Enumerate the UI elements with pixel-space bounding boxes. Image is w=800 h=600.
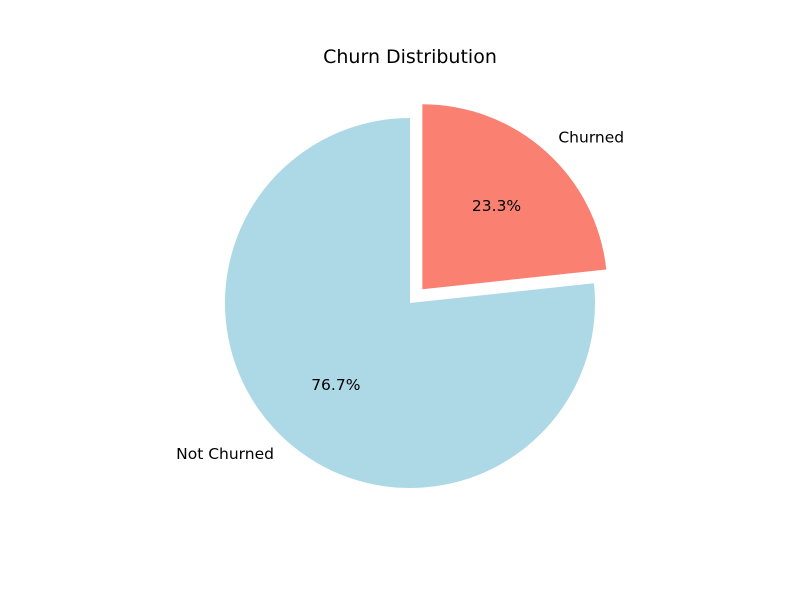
- slice-label-not-churned: Not Churned: [176, 445, 274, 463]
- labels-layer: Churned 23.3% Not Churned 76.7%: [176, 128, 624, 463]
- slice-percent-churned: 23.3%: [472, 197, 521, 215]
- slices-layer: [224, 104, 607, 489]
- slice-percent-not-churned: 76.7%: [311, 376, 360, 394]
- pie-slice-not-churned: [224, 118, 595, 489]
- slice-label-churned: Churned: [558, 128, 624, 146]
- chart-title: Churn Distribution: [323, 46, 497, 68]
- pie-slice-churned: [422, 104, 607, 290]
